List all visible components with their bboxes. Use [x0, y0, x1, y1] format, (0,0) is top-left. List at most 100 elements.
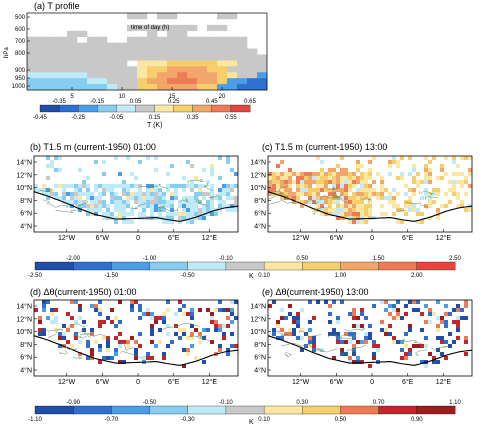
map-cell	[182, 188, 186, 192]
map-cell	[86, 192, 90, 196]
map-cell	[170, 196, 174, 200]
map-cell	[436, 328, 440, 332]
lat-tick-label: 4°N	[20, 223, 32, 231]
map-cell	[332, 208, 336, 212]
map-cell	[206, 180, 210, 184]
heatmap-cell	[187, 84, 198, 91]
map-cell	[138, 308, 142, 312]
map-cell	[106, 348, 110, 352]
map-cell	[288, 312, 292, 316]
map-cell	[118, 172, 122, 176]
map-cell	[194, 328, 198, 332]
map-cell	[50, 308, 54, 312]
map-cell	[114, 156, 118, 160]
map-cell	[324, 208, 328, 212]
map-cell	[54, 168, 58, 172]
map-cell	[134, 348, 138, 352]
map-cell	[90, 200, 94, 204]
map-cell	[90, 196, 94, 200]
colorbar-top-label: 0.05	[130, 99, 142, 105]
map-cell	[230, 332, 234, 336]
heatmap-cell	[167, 78, 178, 85]
map-cell	[376, 348, 380, 352]
map-cell	[222, 192, 226, 196]
map-cell	[114, 196, 118, 200]
map-cell	[428, 176, 432, 180]
heatmap-cell	[167, 30, 178, 37]
map-cell	[352, 324, 356, 328]
map-cell	[368, 168, 372, 172]
heatmap-cell	[207, 66, 218, 73]
heatmap-cell	[167, 36, 178, 43]
lon-tick-label: 12°E	[202, 234, 218, 242]
map-cell	[42, 184, 46, 188]
heatmap-cell	[187, 36, 198, 43]
colorbar-top-label: 0.30	[296, 400, 308, 406]
map-cell	[98, 200, 102, 204]
map-cell	[352, 312, 356, 316]
map-cell	[276, 172, 280, 176]
heatmap-cell	[157, 13, 168, 20]
heatmap-cell	[137, 78, 148, 85]
map-cell	[214, 324, 218, 328]
map-cell	[468, 172, 472, 176]
map-cell	[62, 196, 66, 200]
map-cell	[226, 192, 230, 196]
heatmap-cell	[187, 66, 198, 73]
map-cell	[90, 356, 94, 360]
map-cell	[436, 324, 440, 328]
map-cell	[336, 200, 340, 204]
heatmap-cell	[137, 54, 148, 61]
map-cell	[408, 196, 412, 200]
map-cell	[396, 312, 400, 316]
colorbar-bottom-label: -0.70	[105, 417, 119, 423]
heatmap-cell	[257, 78, 268, 85]
map-cell	[182, 176, 186, 180]
map-cell	[328, 304, 332, 308]
map-cell	[388, 324, 392, 328]
map-cell	[400, 316, 404, 320]
lat-tick-label: 14°N	[250, 303, 266, 311]
map-cell	[98, 308, 102, 312]
colorbar-swatch	[263, 261, 303, 271]
heatmap-cell	[257, 54, 268, 61]
map-cell	[276, 180, 280, 184]
heatmap-cell	[247, 78, 258, 85]
map-cell	[368, 204, 372, 208]
panel-d-title: (d) Δθ(current-1950) 01:00	[30, 287, 137, 297]
map-cell	[360, 176, 364, 180]
map-cell	[444, 340, 448, 344]
heatmap-cell	[97, 48, 108, 55]
heatmap-cell	[107, 72, 118, 79]
heatmap-cell	[247, 84, 258, 91]
map-cell	[94, 160, 98, 164]
map-cell	[392, 304, 396, 308]
heatmap-cell	[117, 66, 128, 73]
map-cell	[356, 204, 360, 208]
map-cell	[320, 348, 324, 352]
map-cell	[206, 200, 210, 204]
map-cell	[452, 172, 456, 176]
map-cell	[62, 184, 66, 188]
map-cell	[444, 156, 448, 160]
heatmap-cell	[97, 60, 108, 67]
heatmap-cell	[147, 54, 158, 61]
map-cell	[146, 188, 150, 192]
map-cell	[388, 304, 392, 308]
y-tick-label: 600	[15, 27, 26, 33]
heatmap-cell	[107, 66, 118, 73]
heatmap-cell	[157, 42, 168, 49]
map-cell	[98, 320, 102, 324]
map-cell	[316, 180, 320, 184]
colorbar-de-label: K	[249, 419, 254, 426]
colorbar-swatch	[111, 261, 150, 271]
map-cell	[226, 188, 230, 192]
map-cell	[46, 188, 50, 192]
heatmap-cell	[107, 54, 118, 61]
map-cell	[114, 336, 118, 340]
heatmap-cell	[237, 54, 248, 61]
map-cell	[166, 220, 170, 224]
map-cell	[360, 180, 364, 184]
map-cell	[388, 332, 392, 336]
map-cell	[106, 316, 110, 320]
